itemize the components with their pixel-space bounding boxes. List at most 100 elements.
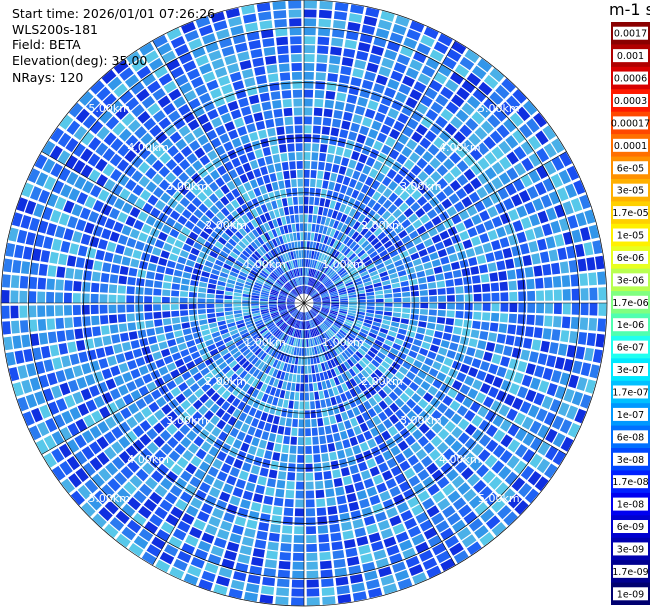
data-gate	[259, 467, 269, 477]
data-gate	[386, 335, 395, 342]
data-gate	[430, 123, 443, 136]
data-gate	[227, 383, 237, 393]
data-gate	[10, 305, 19, 319]
data-gate	[207, 362, 217, 371]
data-gate	[231, 267, 240, 274]
data-gate	[329, 378, 336, 387]
data-gate	[334, 334, 342, 342]
data-gate	[55, 305, 64, 317]
data-gate	[321, 296, 330, 299]
data-gate	[338, 312, 347, 317]
data-gate	[361, 79, 374, 90]
data-gate	[372, 202, 382, 212]
data-gate	[471, 65, 487, 80]
data-gate	[394, 452, 406, 464]
data-gate	[248, 94, 260, 105]
data-gate	[361, 274, 370, 280]
data-gate	[535, 277, 544, 289]
data-gate	[298, 268, 301, 277]
data-gate	[431, 259, 441, 268]
data-gate	[306, 534, 317, 544]
data-gate	[411, 533, 426, 546]
data-gate	[389, 249, 399, 258]
data-gate	[304, 285, 306, 294]
data-gate	[544, 315, 553, 327]
data-gate	[357, 372, 366, 382]
data-gate	[272, 397, 279, 406]
data-gate	[351, 473, 362, 483]
data-gate	[194, 262, 204, 270]
data-gate	[333, 346, 341, 355]
data-gate	[236, 278, 245, 284]
data-gate	[417, 277, 427, 284]
data-gate	[435, 390, 446, 401]
data-gate	[294, 259, 298, 268]
data-gate	[160, 443, 173, 455]
data-gate	[595, 255, 605, 270]
data-gate	[158, 366, 169, 376]
data-gate	[237, 256, 246, 264]
data-gate	[88, 210, 100, 223]
data-gate	[412, 51, 427, 64]
data-gate	[356, 314, 365, 319]
data-gate	[531, 253, 541, 265]
data-gate	[337, 267, 345, 275]
data-gate	[242, 303, 251, 307]
data-gate	[306, 561, 318, 570]
data-gate	[203, 174, 214, 185]
data-gate	[492, 376, 504, 388]
data-gate	[119, 67, 134, 81]
data-gate	[576, 376, 588, 392]
data-gate	[262, 193, 270, 203]
data-gate	[203, 225, 213, 235]
data-gate	[589, 287, 598, 301]
data-gate	[374, 314, 383, 319]
data-gate	[326, 317, 334, 324]
data-gate	[341, 120, 351, 130]
ppi-plot: 1.00km1.00km1.00km1.00km2.00km2.00km2.00…	[0, 0, 608, 607]
data-gate	[266, 321, 274, 327]
data-gate	[229, 467, 240, 478]
data-gate	[579, 317, 589, 331]
data-gate	[135, 240, 145, 251]
data-gate	[413, 376, 424, 386]
data-gate	[222, 352, 232, 361]
data-gate	[179, 411, 191, 423]
data-gate	[225, 369, 235, 379]
data-gate	[330, 273, 338, 280]
data-gate	[221, 390, 231, 400]
data-gate	[426, 245, 437, 254]
data-gate	[118, 384, 129, 396]
data-gate	[364, 353, 373, 362]
data-gate	[449, 342, 459, 351]
data-gate	[410, 252, 420, 261]
data-gate	[302, 312, 304, 321]
data-gate	[459, 384, 471, 395]
data-gate	[126, 380, 137, 392]
data-gate	[317, 325, 324, 334]
data-gate	[542, 125, 557, 141]
data-gate	[275, 596, 289, 605]
data-gate	[262, 267, 271, 275]
data-gate	[435, 354, 445, 364]
data-gate	[402, 75, 415, 88]
data-gate	[551, 138, 565, 154]
data-gate	[290, 309, 297, 315]
data-gate	[309, 278, 314, 286]
data-gate	[491, 303, 500, 312]
data-gate	[141, 223, 152, 234]
colorbar-tick-box	[613, 587, 648, 601]
data-gate	[457, 482, 471, 495]
data-gate	[288, 327, 293, 336]
data-gate	[57, 150, 71, 165]
data-gate	[368, 332, 377, 339]
data-gate	[358, 393, 367, 403]
data-gate	[221, 232, 231, 241]
data-gate	[73, 126, 88, 141]
data-gate	[167, 198, 178, 209]
data-gate	[315, 188, 321, 197]
data-gate	[269, 294, 278, 298]
data-gate	[160, 348, 171, 358]
data-gate	[260, 234, 268, 243]
data-gate	[592, 349, 603, 364]
